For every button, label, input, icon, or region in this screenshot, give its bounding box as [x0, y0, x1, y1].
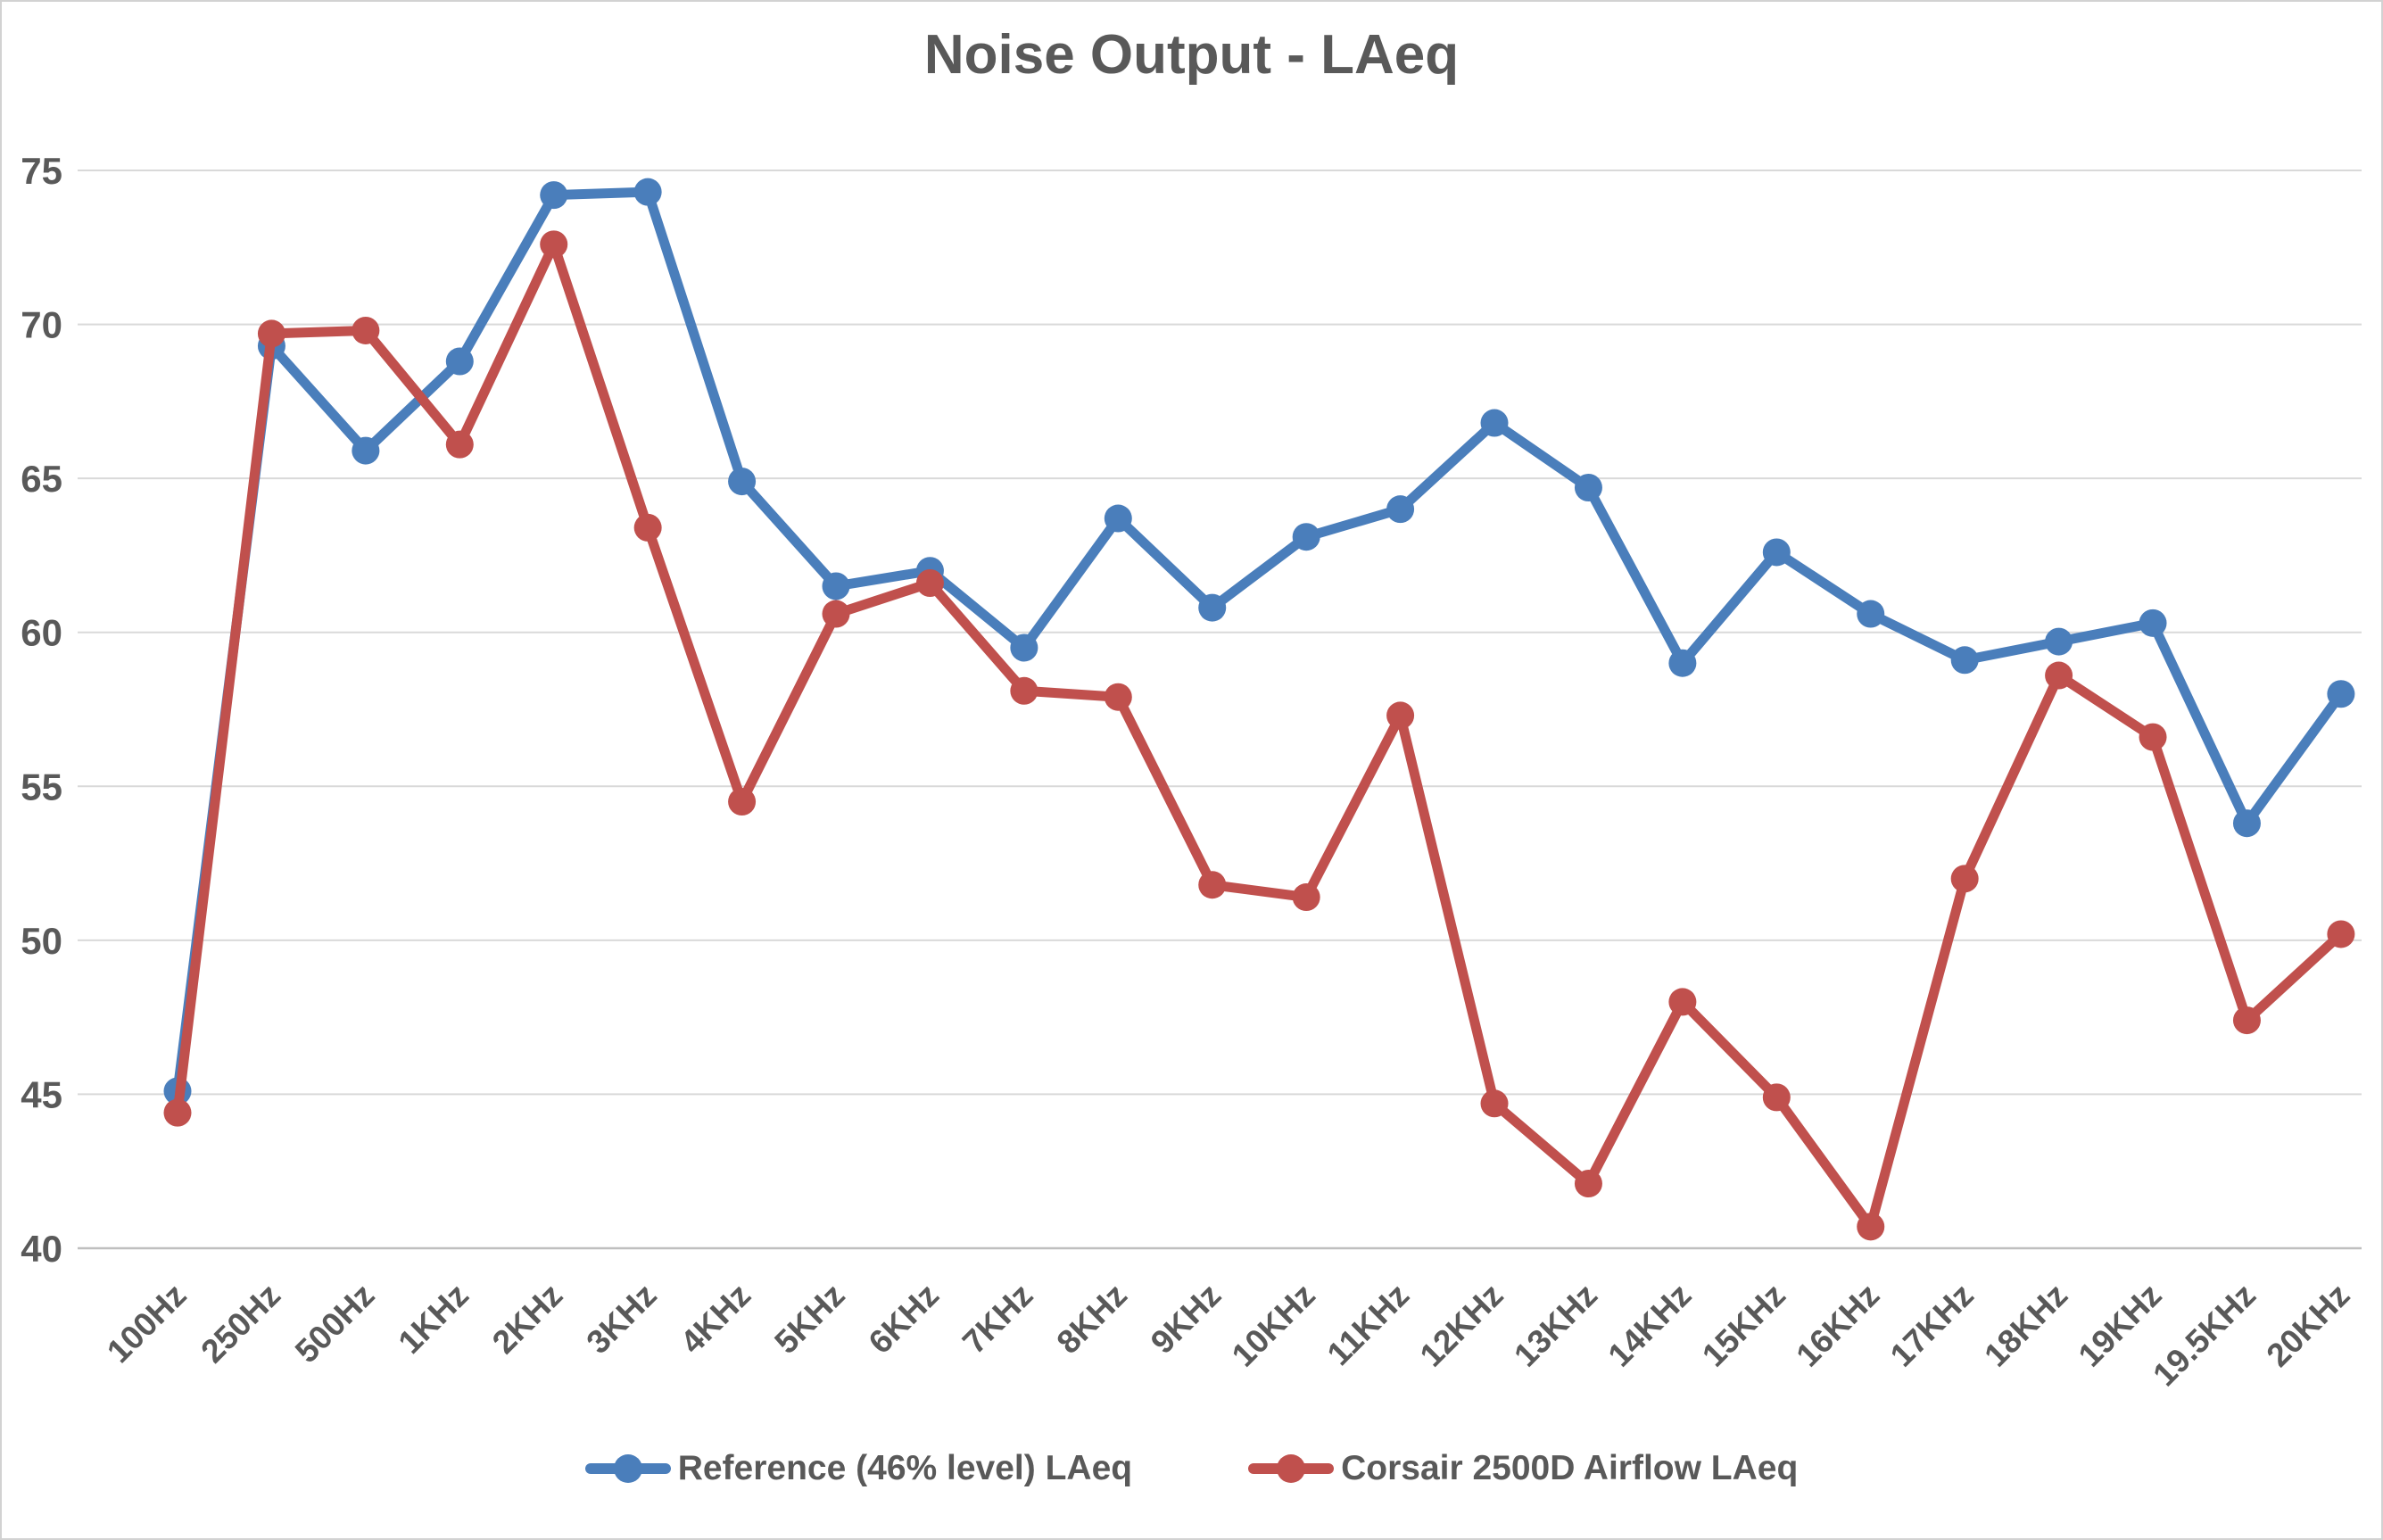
series-point-corsair-2500d-airflow-laeq-12khz	[1480, 1089, 1509, 1118]
x-axis-label-6khz: 6KHz	[862, 1277, 946, 1361]
x-axis-label-5khz: 5KHz	[767, 1277, 851, 1361]
series-point-corsair-2500d-airflow-laeq-5khz	[822, 600, 850, 628]
series-point-corsair-2500d-airflow-laeq-6khz	[915, 568, 944, 597]
legend-item-reference[interactable]: Reference (46% level) LAeq	[584, 1449, 1133, 1488]
series-point-reference-46-level-laeq-11khz	[1386, 495, 1415, 524]
series-point-reference-46-level-laeq-13khz	[1574, 474, 1602, 502]
series-point-reference-46-level-laeq-16khz	[1857, 600, 1885, 628]
series-point-corsair-2500d-airflow-laeq-2khz	[540, 230, 568, 259]
y-axis-label-75: 75	[21, 150, 62, 192]
legend: Reference (46% level) LAeq Corsair 2500D…	[2, 1449, 2381, 1488]
y-axis-label-60: 60	[21, 612, 62, 654]
series-point-corsair-2500d-airflow-laeq-20khz	[2327, 920, 2355, 948]
series-point-corsair-2500d-airflow-laeq-8khz	[1104, 683, 1132, 711]
series-point-corsair-2500d-airflow-laeq-7khz	[1010, 676, 1038, 705]
y-axis-label-70: 70	[21, 304, 62, 346]
series-point-corsair-2500d-airflow-laeq-10khz	[1292, 883, 1320, 912]
series-point-reference-46-level-laeq-1khz	[445, 347, 474, 376]
legend-label-reference: Reference (46% level) LAeq	[677, 1449, 1133, 1487]
x-axis-label-8khz: 8KHz	[1050, 1277, 1134, 1361]
y-axis-label-65: 65	[21, 458, 62, 500]
series-line-reference-46-level-laeq	[172, 186, 2346, 1097]
chart-title: Noise Output - LAeq	[923, 24, 1460, 86]
x-axis-label-7khz: 7KHz	[956, 1277, 1039, 1361]
x-axis-label-2khz: 2KHz	[485, 1277, 569, 1361]
series-point-corsair-2500d-airflow-laeq-17khz	[1950, 865, 1979, 893]
series-point-corsair-2500d-airflow-laeq-500hz	[352, 316, 380, 344]
x-axis-label-12khz: 12KHz	[1413, 1277, 1510, 1374]
x-axis-label-11khz: 11KHz	[1320, 1277, 1417, 1373]
x-axis-label-4khz: 4KHz	[674, 1277, 757, 1361]
series-point-reference-46-level-laeq-19khz	[2139, 609, 2167, 637]
series-point-corsair-2500d-airflow-laeq-100hz	[163, 1098, 192, 1127]
series-line-corsair-2500d-airflow-laeq	[172, 239, 2346, 1232]
series-point-reference-46-level-laeq-7khz	[1010, 633, 1038, 662]
x-axis-label-20khz: 20KHz	[2260, 1277, 2357, 1374]
x-axis-label-16khz: 16KHz	[1789, 1277, 1886, 1374]
legend-item-corsair[interactable]: Corsair 2500D Airflow LAeq	[1248, 1449, 1798, 1488]
x-axis-label-17khz: 17KHz	[1883, 1277, 1981, 1374]
x-axis-label-14khz: 14KHz	[1601, 1277, 1699, 1374]
series-point-corsair-2500d-airflow-laeq-19-5khz	[2232, 1006, 2261, 1035]
y-axis-label-40: 40	[21, 1228, 62, 1270]
series-point-reference-46-level-laeq-3khz	[633, 178, 662, 206]
series-point-corsair-2500d-airflow-laeq-18khz	[2045, 661, 2073, 690]
x-axis-label-1khz: 1KHz	[392, 1277, 476, 1361]
series-point-corsair-2500d-airflow-laeq-4khz	[728, 788, 757, 816]
series-point-reference-46-level-laeq-5khz	[822, 572, 850, 600]
series-point-corsair-2500d-airflow-laeq-13khz	[1574, 1170, 1602, 1198]
series-point-reference-46-level-laeq-8khz	[1104, 504, 1132, 533]
x-axis-label-250hz: 250Hz	[194, 1277, 287, 1370]
series-point-reference-46-level-laeq-12khz	[1480, 409, 1509, 437]
x-axis-label-18khz: 18KHz	[1977, 1277, 2074, 1374]
series-point-corsair-2500d-airflow-laeq-250hz	[257, 319, 285, 348]
series-point-reference-46-level-laeq-15khz	[1762, 538, 1791, 567]
x-axis-label-19-5khz: 19.5KHz	[2146, 1277, 2263, 1394]
series-point-reference-46-level-laeq-10khz	[1292, 523, 1320, 551]
series-point-reference-46-level-laeq-17khz	[1950, 646, 1979, 675]
series-point-reference-46-level-laeq-18khz	[2045, 627, 2073, 656]
series-point-reference-46-level-laeq-2khz	[540, 181, 568, 210]
series-point-reference-46-level-laeq-9khz	[1198, 593, 1227, 622]
series-point-corsair-2500d-airflow-laeq-14khz	[1668, 988, 1697, 1016]
series-point-reference-46-level-laeq-19-5khz	[2232, 809, 2261, 838]
series-point-corsair-2500d-airflow-laeq-9khz	[1198, 871, 1227, 899]
corsair-series-marker-icon	[1248, 1454, 1335, 1483]
x-axis-label-100hz: 100Hz	[100, 1277, 194, 1370]
x-axis-label-9khz: 9KHz	[1144, 1277, 1228, 1361]
series-point-reference-46-level-laeq-4khz	[728, 468, 757, 496]
x-axis-label-15khz: 15KHz	[1695, 1277, 1792, 1374]
reference-series-marker-icon	[584, 1454, 671, 1483]
y-axis-label-50: 50	[21, 920, 62, 962]
series-point-corsair-2500d-airflow-laeq-15khz	[1762, 1083, 1791, 1112]
series-point-reference-46-level-laeq-20khz	[2327, 680, 2355, 708]
y-axis-label-45: 45	[21, 1073, 62, 1115]
x-axis-label-500hz: 500Hz	[288, 1277, 382, 1370]
series-point-corsair-2500d-airflow-laeq-19khz	[2139, 723, 2167, 751]
legend-label-corsair: Corsair 2500D Airflow LAeq	[1341, 1449, 1799, 1487]
series-point-reference-46-level-laeq-14khz	[1668, 649, 1697, 677]
x-axis-label-10khz: 10KHz	[1225, 1277, 1322, 1374]
series-point-corsair-2500d-airflow-laeq-3khz	[633, 513, 662, 542]
series-point-corsair-2500d-airflow-laeq-11khz	[1386, 701, 1415, 730]
y-axis-label-55: 55	[21, 766, 62, 807]
series-point-corsair-2500d-airflow-laeq-16khz	[1857, 1213, 1885, 1241]
series-point-reference-46-level-laeq-500hz	[352, 436, 380, 465]
x-axis-label-13khz: 13KHz	[1507, 1277, 1604, 1374]
x-axis-label-3khz: 3KHz	[579, 1277, 663, 1361]
series-point-corsair-2500d-airflow-laeq-1khz	[445, 430, 474, 459]
